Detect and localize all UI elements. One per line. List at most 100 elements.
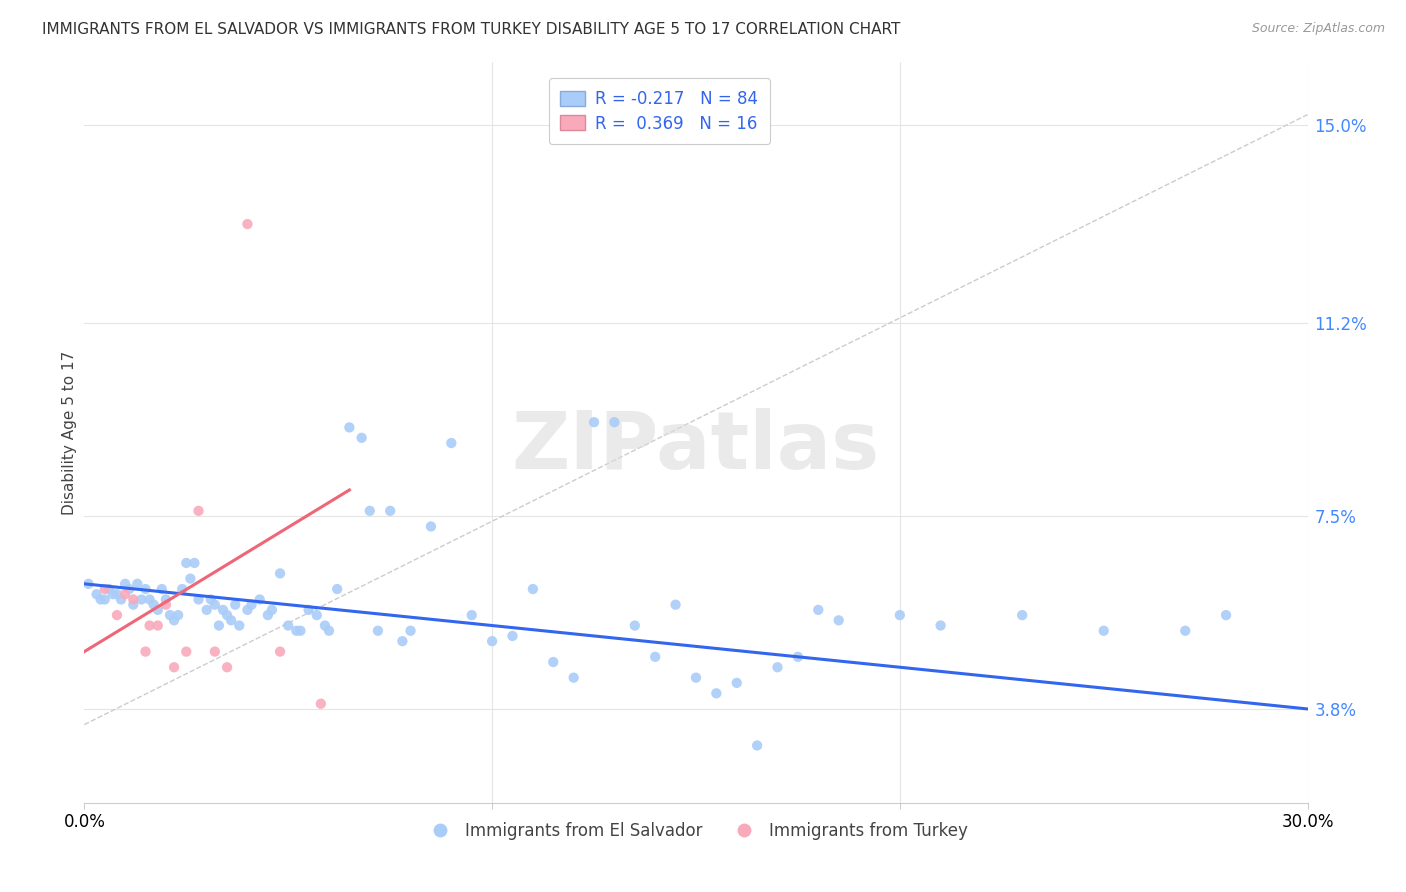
Point <box>367 624 389 638</box>
Point <box>461 608 484 623</box>
Point <box>290 624 312 638</box>
Point <box>174 556 197 570</box>
Point <box>502 629 524 643</box>
Point <box>142 598 165 612</box>
Point <box>314 618 336 632</box>
Point <box>350 431 373 445</box>
Point <box>183 556 205 570</box>
Point <box>187 504 209 518</box>
Point <box>929 618 952 632</box>
Point <box>135 582 157 596</box>
Point <box>155 598 177 612</box>
Point <box>228 618 250 632</box>
Point <box>359 504 381 518</box>
Point <box>110 592 132 607</box>
Point <box>298 603 321 617</box>
Point <box>163 660 186 674</box>
Point <box>260 603 283 617</box>
Point <box>481 634 503 648</box>
Point <box>122 598 145 612</box>
Point <box>138 618 160 632</box>
Point <box>787 649 810 664</box>
Point <box>90 592 112 607</box>
Point <box>1174 624 1197 638</box>
Point <box>277 618 299 632</box>
Point <box>97 582 120 596</box>
Point <box>1092 624 1115 638</box>
Point <box>339 420 361 434</box>
Point <box>159 608 181 623</box>
Point <box>172 582 194 596</box>
Point <box>174 644 197 658</box>
Point <box>135 644 157 658</box>
Point <box>391 634 413 648</box>
Point <box>217 608 239 623</box>
Point <box>236 603 259 617</box>
Y-axis label: Disability Age 5 to 17: Disability Age 5 to 17 <box>62 351 77 515</box>
Point <box>399 624 422 638</box>
Point <box>195 603 218 617</box>
Point <box>114 587 136 601</box>
Point <box>583 415 606 429</box>
Point <box>380 504 402 518</box>
Point <box>685 671 707 685</box>
Point <box>318 624 340 638</box>
Point <box>219 613 242 627</box>
Point <box>212 603 235 617</box>
Text: ZIPatlas: ZIPatlas <box>512 409 880 486</box>
Point <box>249 592 271 607</box>
Point <box>146 618 169 632</box>
Point <box>420 519 443 533</box>
Point <box>155 592 177 607</box>
Point <box>603 415 626 429</box>
Point <box>766 660 789 674</box>
Legend: Immigrants from El Salvador, Immigrants from Turkey: Immigrants from El Salvador, Immigrants … <box>418 815 974 847</box>
Point <box>93 592 115 607</box>
Point <box>208 618 231 632</box>
Point <box>562 671 585 685</box>
Point <box>105 587 128 601</box>
Point <box>93 582 115 596</box>
Point <box>305 608 328 623</box>
Point <box>644 649 666 664</box>
Point <box>624 618 647 632</box>
Point <box>1215 608 1237 623</box>
Point <box>200 592 222 607</box>
Point <box>204 644 226 658</box>
Point <box>326 582 349 596</box>
Point <box>77 577 100 591</box>
Point <box>204 598 226 612</box>
Point <box>114 577 136 591</box>
Point <box>122 592 145 607</box>
Point <box>138 592 160 607</box>
Point <box>257 608 280 623</box>
Point <box>440 436 463 450</box>
Point <box>240 598 263 612</box>
Point <box>127 577 149 591</box>
Text: IMMIGRANTS FROM EL SALVADOR VS IMMIGRANTS FROM TURKEY DISABILITY AGE 5 TO 17 COR: IMMIGRANTS FROM EL SALVADOR VS IMMIGRANT… <box>42 22 901 37</box>
Point <box>889 608 911 623</box>
Point <box>179 572 201 586</box>
Point <box>725 676 748 690</box>
Point <box>163 613 186 627</box>
Point <box>224 598 246 612</box>
Text: Source: ZipAtlas.com: Source: ZipAtlas.com <box>1251 22 1385 36</box>
Point <box>706 686 728 700</box>
Point <box>146 603 169 617</box>
Point <box>747 739 769 753</box>
Point <box>269 566 291 581</box>
Point <box>828 613 851 627</box>
Point <box>807 603 830 617</box>
Point <box>167 608 190 623</box>
Point <box>236 217 259 231</box>
Point <box>86 587 108 601</box>
Point <box>105 608 128 623</box>
Point <box>118 582 141 596</box>
Point <box>217 660 239 674</box>
Point <box>269 644 291 658</box>
Point <box>131 592 153 607</box>
Point <box>285 624 308 638</box>
Point <box>522 582 544 596</box>
Point <box>1011 608 1033 623</box>
Point <box>101 587 124 601</box>
